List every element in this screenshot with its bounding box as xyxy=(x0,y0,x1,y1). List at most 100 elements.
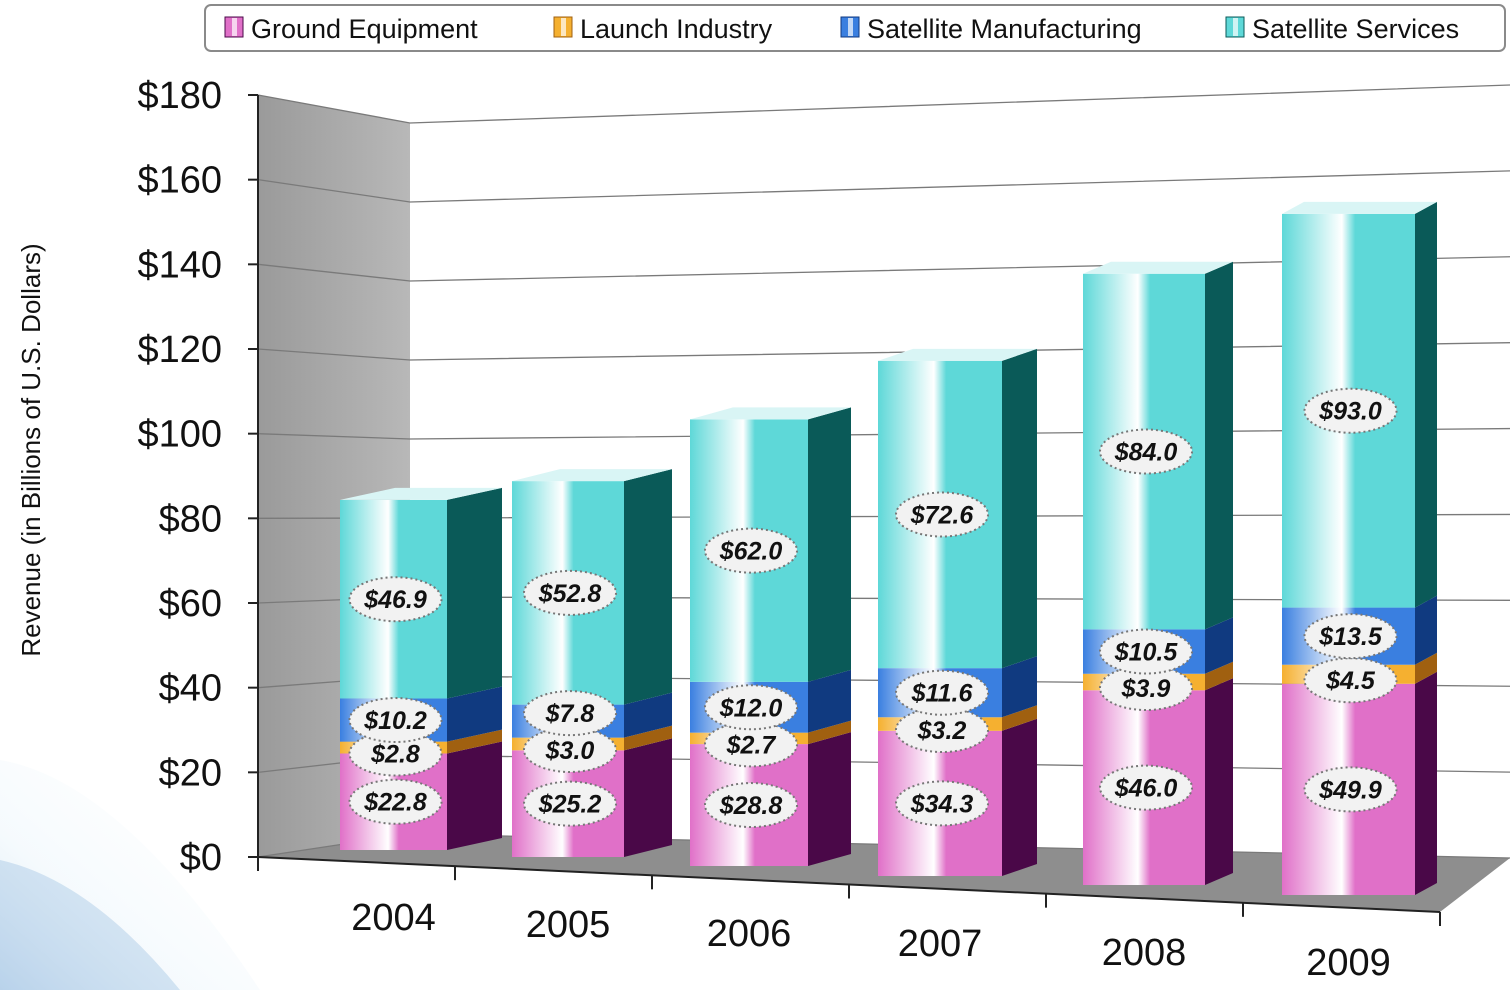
data-label: $2.7 xyxy=(726,731,777,759)
data-label: $10.5 xyxy=(1114,639,1179,667)
data-label-bubble xyxy=(895,669,989,716)
gridline xyxy=(257,84,1510,124)
bar-segment-side xyxy=(808,669,851,733)
data-label-bubble xyxy=(1099,764,1193,811)
legend-entry: Ground Equipment xyxy=(251,14,478,44)
data-label-bubble xyxy=(523,780,617,827)
bar-segment-side xyxy=(624,692,672,738)
bar-segment-side xyxy=(447,729,502,754)
legend-entry: Satellite Services xyxy=(1252,14,1459,44)
data-label: $34.3 xyxy=(910,790,974,818)
data-label: $11.6 xyxy=(911,680,974,708)
y-tick-label: $20 xyxy=(159,752,222,794)
data-label-bubble xyxy=(704,527,798,574)
bar-top-cap xyxy=(512,469,672,482)
bar-segment-side xyxy=(1415,671,1437,895)
data-label: $2.8 xyxy=(370,741,420,769)
x-tick-label: 2009 xyxy=(1306,942,1391,984)
data-label: $25.2 xyxy=(538,791,602,819)
data-label: $3.2 xyxy=(917,717,967,745)
background-decoration xyxy=(0,760,260,990)
data-label: $3.9 xyxy=(1121,675,1171,703)
y-tick-label: $80 xyxy=(159,498,222,540)
bar-segment-side xyxy=(808,407,851,682)
x-tick-label: 2008 xyxy=(1102,932,1187,974)
data-label-bubble xyxy=(348,697,443,744)
legend-swatch-sheen xyxy=(1233,18,1238,36)
data-label-bubble xyxy=(1099,665,1193,712)
data-label-bubble xyxy=(348,730,443,777)
y-tick-label: $140 xyxy=(137,244,222,286)
data-labels: $22.8 $2.8 $10.2 $46.9 $25.2 $3.0 $7.8 $52.8 $28… xyxy=(348,387,1398,829)
legend-swatch-sheen xyxy=(232,18,237,36)
data-label: $28.8 xyxy=(719,792,783,820)
bar-segment-side xyxy=(808,720,851,745)
bar-top-cap xyxy=(690,407,851,420)
data-label: $46.9 xyxy=(363,586,427,614)
bar-segment-side xyxy=(447,686,502,742)
data-label: $12.0 xyxy=(719,694,783,722)
bar-segment-side xyxy=(624,725,672,751)
data-label-bubble xyxy=(1099,428,1193,475)
data-label: $4.5 xyxy=(1325,667,1376,695)
bar-segment-side xyxy=(1002,705,1037,731)
legend-swatch-sheen xyxy=(561,18,566,36)
data-label: $46.0 xyxy=(1114,775,1178,803)
data-label-bubble xyxy=(348,576,443,623)
y-tick-label: $0 xyxy=(180,837,222,879)
data-label: $62.0 xyxy=(719,538,783,566)
data-label: $22.8 xyxy=(363,789,427,817)
bar-segment-side xyxy=(1205,661,1233,691)
data-label-bubble xyxy=(704,721,798,768)
bar-segment-side xyxy=(1002,656,1037,718)
bar-segment-side xyxy=(1205,617,1233,674)
data-label-bubble xyxy=(704,684,798,731)
data-label-bubble xyxy=(1303,387,1398,434)
gridline xyxy=(257,170,1510,203)
bar-segment-side xyxy=(1415,201,1437,608)
x-tick-label: 2005 xyxy=(526,904,611,946)
x-tick-label: 2004 xyxy=(351,897,436,939)
data-label-bubble xyxy=(1099,628,1193,675)
x-axis: 2004 2005 2006 2007 2008 2009 xyxy=(257,856,1441,984)
data-label-bubble xyxy=(523,569,617,616)
y-tick-label: $180 xyxy=(137,75,222,117)
bar-segment-side xyxy=(1002,718,1037,876)
y-tick-label: $100 xyxy=(137,414,222,456)
data-label-bubble xyxy=(1303,613,1398,660)
data-label: $49.9 xyxy=(1318,776,1382,804)
bar-segment-side xyxy=(447,487,502,699)
data-label-bubble xyxy=(895,491,989,538)
bar-segment-side xyxy=(447,741,502,850)
bar-segment-side xyxy=(624,469,672,705)
y-axis: $0 $20 $40 $60 $80 $100 $120 $140 $160 $180 xyxy=(137,75,259,879)
y-tick-label: $40 xyxy=(159,668,222,710)
data-label: $52.8 xyxy=(538,580,602,608)
data-label-bubble xyxy=(1303,766,1398,813)
data-label-bubble xyxy=(704,782,798,829)
y-tick-label: $60 xyxy=(159,583,222,625)
x-tick-label: 2006 xyxy=(707,913,792,955)
legend-entry: Satellite Manufacturing xyxy=(867,14,1142,44)
legend-entry: Launch Industry xyxy=(580,14,773,44)
data-label-bubble xyxy=(523,690,617,737)
data-label: $3.0 xyxy=(545,737,595,765)
bar-top-cap xyxy=(340,487,502,500)
bar-top-cap xyxy=(1083,261,1233,274)
legend-swatch-sheen xyxy=(848,18,853,36)
y-tick-label: $120 xyxy=(137,329,222,371)
data-label-bubble xyxy=(895,780,989,827)
data-label-bubble xyxy=(1303,657,1398,704)
data-label-bubble xyxy=(895,707,989,754)
bar-segment-side xyxy=(624,738,672,857)
data-label-bubble xyxy=(523,726,617,773)
legend: Ground Equipment Launch Industry Satellite… xyxy=(204,4,1506,52)
data-label-bubble xyxy=(348,778,443,825)
bar-segment-side xyxy=(1205,678,1233,885)
y-axis-title: Revenue (in Billions of U.S. Dollars) xyxy=(16,243,46,656)
data-label: $84.0 xyxy=(1114,439,1178,467)
data-label: $93.0 xyxy=(1318,398,1382,426)
bar-segment-side xyxy=(808,732,851,866)
data-label: $10.2 xyxy=(363,707,427,735)
